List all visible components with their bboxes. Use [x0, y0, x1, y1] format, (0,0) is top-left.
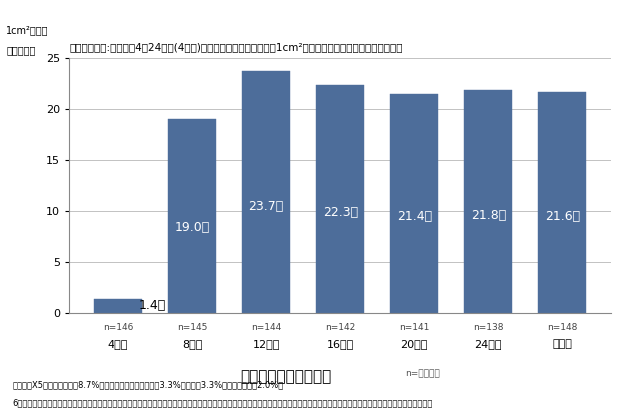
Text: の増加本数: の増加本数	[6, 45, 36, 55]
Text: 終了時: 終了時	[553, 339, 572, 349]
Text: 6ヵ月を使用して、投毛状態の程度、生毛・軟毛の発生、硬毛の発生、抜け毛の程度のいずれにおいても改善が認められない場合には使用を中止し、医師又は薬剤師に相談してく: 6ヵ月を使用して、投毛状態の程度、生毛・軟毛の発生、硬毛の発生、抜け毛の程度のい…	[13, 398, 433, 407]
Bar	[538, 92, 587, 313]
Text: 20週後: 20週後	[401, 339, 428, 349]
Text: 4週後: 4週後	[108, 339, 128, 349]
Text: 24週後: 24週後	[474, 339, 502, 349]
Text: 毛髪数の評価:投与開始4～24週後(4週毎)に開始時と全く同一部位（1cm²）における毛髪数の変化を確認した: 毛髪数の評価:投与開始4～24週後(4週毎)に開始時と全く同一部位（1cm²）に…	[69, 42, 403, 53]
Text: n=138: n=138	[473, 323, 503, 332]
Text: リアップX5の副作用発現率8.7%（主な副作用：接触皮膚炎3.3%、湿疹：3.3%、脂漏性皮膚炎2.0%）: リアップX5の副作用発現率8.7%（主な副作用：接触皮膚炎3.3%、湿疹：3.3…	[13, 380, 284, 389]
Bar	[168, 119, 216, 313]
Text: n=145: n=145	[177, 323, 207, 332]
Text: 試験開始後の経過週数: 試験開始後の経過週数	[241, 369, 331, 384]
Text: 23.7本: 23.7本	[248, 200, 284, 213]
Text: 21.8本: 21.8本	[471, 208, 506, 222]
Text: 22.3本: 22.3本	[323, 206, 358, 219]
Bar	[316, 85, 364, 313]
Text: 12週後: 12週後	[253, 339, 280, 349]
Text: n=148: n=148	[547, 323, 578, 332]
Text: 1.4本: 1.4本	[139, 299, 166, 312]
Text: n=141: n=141	[399, 323, 430, 332]
Text: 21.4本: 21.4本	[397, 211, 432, 223]
Bar	[242, 71, 290, 313]
Text: 8週後: 8週後	[182, 339, 202, 349]
Bar	[94, 299, 142, 313]
Text: 1cm²当たり: 1cm²当たり	[6, 25, 49, 35]
Text: n=144: n=144	[251, 323, 281, 332]
Text: n=142: n=142	[325, 323, 355, 332]
Bar	[390, 94, 438, 313]
Bar	[464, 90, 512, 313]
Text: 19.0本: 19.0本	[175, 221, 210, 234]
Text: n=146: n=146	[103, 323, 133, 332]
Text: n=被験者数: n=被験者数	[405, 369, 440, 378]
Text: 21.6本: 21.6本	[545, 210, 580, 222]
Text: 16週後: 16週後	[326, 339, 354, 349]
